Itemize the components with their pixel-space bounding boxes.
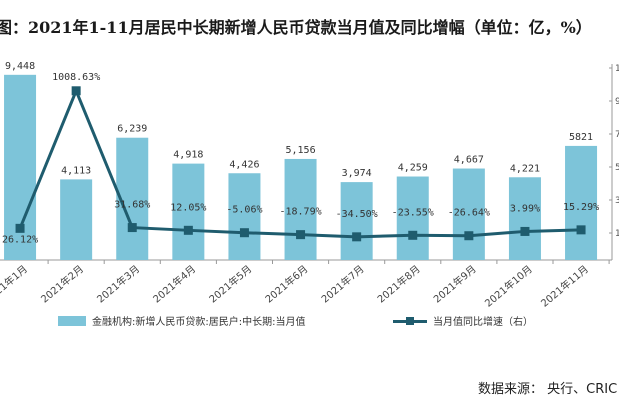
x-axis-category-label: 2021年5月 bbox=[206, 262, 254, 305]
line-value-label: 12.05% bbox=[170, 202, 206, 213]
source-note: 数据来源： 央行、CRIC bbox=[478, 382, 618, 397]
legend-line-label: 当月值同比增速（右） bbox=[433, 317, 533, 328]
line-value-label: 15.29% bbox=[563, 202, 599, 213]
line-point-marker bbox=[296, 230, 306, 240]
line-value-label: -34.50% bbox=[336, 209, 378, 220]
line-point-marker bbox=[576, 225, 586, 235]
right-axis-tick-label: 1 bbox=[615, 229, 619, 239]
bar bbox=[396, 176, 429, 260]
bar bbox=[284, 158, 317, 260]
line-value-label: 26.12% bbox=[2, 234, 38, 245]
bar bbox=[60, 179, 93, 260]
bar bbox=[228, 173, 261, 260]
right-axis-tick-label: 7 bbox=[615, 130, 619, 140]
bar bbox=[508, 177, 541, 260]
right-axis-tick-label: 5 bbox=[615, 163, 619, 173]
line-point-marker bbox=[352, 232, 362, 242]
right-axis-tick-label: 9 bbox=[615, 97, 619, 107]
x-axis-category-label: 2021年7月 bbox=[319, 262, 367, 305]
bar bbox=[565, 145, 598, 260]
chart-legend: 金融机构:新增人民币贷款:居民户:中长期:当月值 当月值同比增速（右） bbox=[0, 313, 619, 333]
bar-value-label: 3,974 bbox=[342, 168, 372, 179]
line-value-label: -26.64% bbox=[448, 208, 490, 219]
chart-canvas: 10 9 7 5 3 1 9,448 4,113 6,239 4,918 4,426 5,156 3,9… bbox=[0, 61, 619, 310]
x-axis-category-label: 2021年11月 bbox=[538, 262, 591, 309]
bar-value-label: 4,259 bbox=[398, 163, 428, 174]
bar bbox=[340, 182, 373, 260]
x-axis-category-label: 2021年4月 bbox=[150, 262, 198, 305]
bar bbox=[452, 168, 485, 260]
bar-value-label: 4,918 bbox=[173, 150, 203, 161]
line-point-marker bbox=[183, 225, 193, 235]
bar bbox=[172, 163, 205, 260]
legend-item-bar: 金融机构:新增人民币贷款:居民户:中长期:当月值 bbox=[58, 313, 305, 328]
bar-value-label: 4,667 bbox=[454, 155, 484, 166]
x-axis-category-label: 2021年2月 bbox=[38, 262, 86, 305]
bar-value-label: 9,448 bbox=[5, 61, 35, 72]
line-value-label: -23.55% bbox=[392, 207, 434, 218]
legend-bar-label: 金融机构:新增人民币贷款:居民户:中长期:当月值 bbox=[92, 317, 306, 328]
legend-item-line: 当月值同比增速（右） bbox=[393, 313, 533, 328]
line-value-label: -18.79% bbox=[279, 207, 321, 218]
line-point-marker bbox=[520, 226, 530, 236]
chart-title: 图：2021年1-11月居民中长期新增人民币贷款当月值及同比增幅（单位：亿，%） bbox=[0, 18, 592, 37]
line-point-marker bbox=[239, 228, 249, 238]
legend-line-swatch bbox=[393, 316, 427, 326]
x-axis-category-label: 2021年8月 bbox=[375, 262, 423, 305]
line-value-label: 31.68% bbox=[114, 200, 150, 211]
bar-value-label: 4,113 bbox=[61, 165, 91, 176]
bar-value-label: 4,426 bbox=[229, 159, 259, 170]
line-value-label: 1008.63% bbox=[52, 72, 100, 83]
right-axis-tick-label: 3 bbox=[615, 196, 619, 206]
x-axis-category-label: 2021年6月 bbox=[262, 262, 310, 305]
line-point-marker bbox=[408, 230, 418, 240]
bar-value-label: 5,156 bbox=[285, 145, 315, 156]
bar-value-label: 6,239 bbox=[117, 124, 147, 135]
line-value-label: 3.99% bbox=[510, 203, 540, 214]
right-axis-tick-label: 10 bbox=[615, 64, 619, 74]
line-point-marker bbox=[127, 223, 137, 233]
x-axis-category-label: 2021年1月 bbox=[0, 262, 30, 305]
line-point-marker bbox=[464, 231, 474, 241]
x-axis-category-label: 2021年3月 bbox=[94, 262, 142, 305]
x-axis-category-label: 2021年10月 bbox=[482, 262, 535, 309]
line-point-marker bbox=[71, 86, 81, 96]
bar-value-label: 4,221 bbox=[510, 163, 540, 174]
x-axis-category-label: 2021年9月 bbox=[431, 262, 479, 305]
legend-bar-swatch bbox=[58, 315, 86, 326]
line-point-marker bbox=[15, 223, 25, 233]
line-value-label: -5.06% bbox=[226, 205, 262, 216]
bar-value-label: 5821 bbox=[569, 132, 593, 143]
